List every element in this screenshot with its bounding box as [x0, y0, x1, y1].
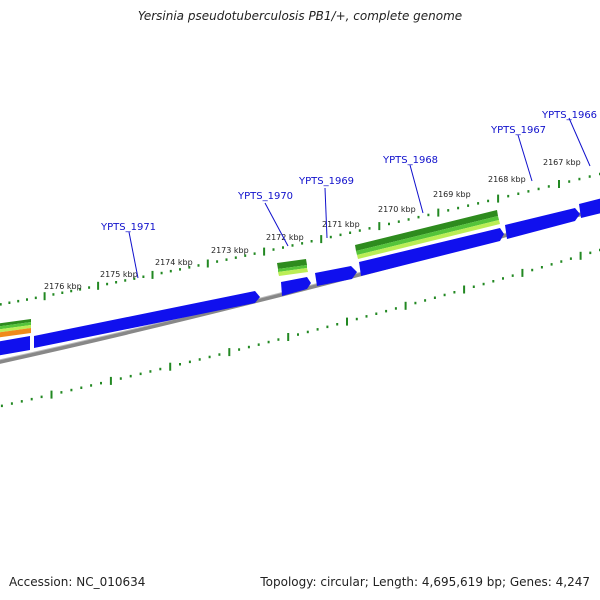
gene-labels: YPTS_1971 YPTS_1970 YPTS_1969 YPTS_1968 …: [100, 110, 597, 279]
gene-arrow[interactable]: [0, 336, 30, 357]
ruler-label: 2175 kbp: [100, 270, 138, 279]
gene-label-ypts-1967[interactable]: YPTS_1967: [490, 125, 546, 136]
track-ypts-1970: [277, 259, 308, 276]
gene-arrow-ypts-1969[interactable]: [315, 266, 357, 286]
band-green: [0, 322, 31, 330]
band-dark-green: [355, 210, 498, 251]
genome-summary-text: Topology: circular; Length: 4,695,619 bp…: [260, 575, 590, 589]
leader-line: [324, 187, 328, 239]
band-light-green: [278, 268, 308, 276]
accession-text: Accession: NC_010634: [9, 575, 146, 589]
ruler-label: 2169 kbp: [433, 190, 471, 199]
leader-line: [517, 134, 533, 182]
gene-label-ypts-1966[interactable]: YPTS_1966: [541, 110, 597, 121]
feature-tracks: [0, 210, 500, 338]
band-dark-green: [0, 319, 31, 327]
ruler-label: 2176 kbp: [44, 282, 82, 291]
track-ypts-1968: [355, 210, 500, 259]
gene-label-ypts-1970[interactable]: YPTS_1970: [237, 191, 293, 202]
gene-arrow-ypts-1971[interactable]: [34, 291, 260, 348]
gene-track: [0, 196, 600, 357]
ruler-label: 2168 kbp: [488, 175, 526, 184]
leader-line: [568, 117, 591, 167]
inner-ruler: [0, 248, 600, 408]
ruler-label: 2170 kbp: [378, 205, 416, 214]
map-title: Yersinia pseudotuberculosis PB1/+, compl…: [137, 9, 463, 23]
gene-label-ypts-1971[interactable]: YPTS_1971: [100, 222, 156, 233]
band-green: [356, 216, 499, 255]
band-light-green: [0, 325, 31, 333]
gene-arrow-ypts-1970[interactable]: [281, 277, 311, 296]
ruler-labels: 2176 kbp 2175 kbp 2174 kbp 2173 kbp 2172…: [44, 158, 581, 291]
leader-line: [264, 202, 289, 247]
ruler-label: 2171 kbp: [322, 220, 360, 229]
gene-label-ypts-1969[interactable]: YPTS_1969: [298, 176, 354, 187]
gene-arrow-ypts-1966[interactable]: [579, 196, 600, 218]
leader-line: [128, 231, 139, 279]
ruler-label: 2173 kbp: [211, 246, 249, 255]
band-orange: [0, 328, 31, 338]
gene-arrow-ypts-1968[interactable]: [359, 228, 504, 276]
ruler-label: 2172 kbp: [266, 233, 304, 242]
band-green: [278, 265, 307, 272]
track-left: [0, 319, 31, 338]
outer-ruler: [0, 172, 600, 306]
band-dark-green: [277, 259, 307, 269]
ruler-label: 2167 kbp: [543, 158, 581, 167]
leader-line: [409, 164, 424, 214]
gene-arrow-ypts-1967[interactable]: [505, 208, 580, 239]
band-light-green: [357, 220, 500, 259]
ruler-label: 2174 kbp: [155, 258, 193, 267]
gene-label-ypts-1968[interactable]: YPTS_1968: [382, 155, 438, 166]
